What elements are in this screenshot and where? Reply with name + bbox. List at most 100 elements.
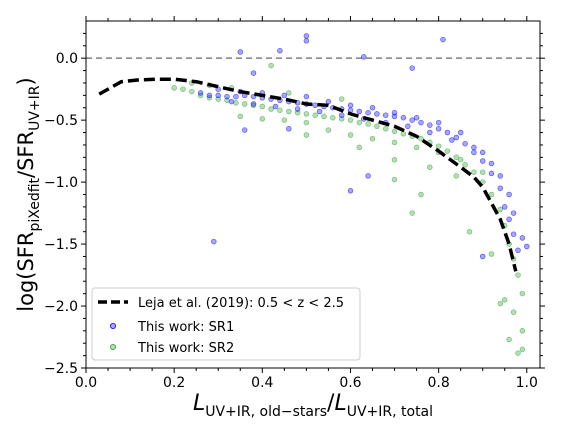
y-tick-label: −2.5 — [44, 361, 78, 377]
sr1-point — [427, 122, 433, 128]
x-tick-label: 0.0 — [75, 375, 97, 391]
sr1-point — [233, 93, 239, 100]
sr1-point — [479, 253, 486, 260]
sr1-point — [360, 54, 367, 60]
sr1-point — [303, 38, 310, 44]
y-axis-label: log(SFRpiXedfit/SFRUV+IR) — [14, 77, 43, 311]
sr1-point — [524, 243, 530, 250]
sr1-point — [215, 92, 221, 99]
y-axis-label-sub2: UV+IR — [27, 85, 43, 131]
sr1-point — [277, 47, 283, 54]
sr2-point — [444, 148, 451, 154]
sr2-point — [356, 119, 363, 126]
sr1-point — [519, 235, 526, 241]
sr2-point — [268, 106, 274, 112]
sr2-point — [281, 117, 288, 123]
sr2-point — [374, 123, 380, 130]
sr1-point — [413, 114, 420, 121]
sr1-point — [510, 210, 517, 216]
sr1-point — [325, 98, 332, 105]
sr2-point — [180, 86, 186, 92]
sr2-point — [369, 135, 376, 142]
sr1-point — [515, 247, 521, 254]
sr2-point — [303, 119, 310, 126]
x-axis-ticks: 0.0 0.2 0.4 0.6 0.8 1.0 — [75, 16, 538, 391]
sr2-point — [259, 116, 266, 122]
sr2-point — [171, 85, 177, 91]
sr2-point — [515, 350, 521, 356]
sr2-point — [519, 346, 526, 353]
plot-area — [86, 33, 540, 356]
sr1-point — [312, 102, 318, 109]
sr2-point — [338, 96, 345, 102]
sr2-point — [286, 108, 292, 115]
sr1-point — [462, 140, 468, 147]
sr2-point — [515, 272, 521, 278]
sr2-point — [347, 132, 354, 138]
legend-label-leja: Leja et al. (2019): 0.5 < z < 2.5 — [138, 296, 344, 311]
sr1-point — [237, 49, 244, 55]
sr2-point — [312, 112, 318, 118]
sr2-point — [391, 157, 398, 163]
sr2-point — [356, 144, 363, 151]
y-tick-label: −0.5 — [44, 113, 78, 129]
sr2-point — [303, 132, 310, 138]
sr1-point — [211, 238, 217, 245]
y-axis-label-post: ) — [14, 77, 38, 85]
sr1-point — [294, 106, 301, 112]
legend: Leja et al. (2019): 0.5 < z < 2.5 This w… — [91, 287, 361, 361]
sr1-point — [347, 102, 354, 109]
sr2-point — [215, 96, 221, 102]
x-axis-label: LUV+IR, old−stars/LUV+IR, total — [193, 391, 433, 420]
sr1-point — [369, 104, 376, 111]
sr1-point — [206, 92, 213, 99]
sr1-point — [250, 70, 257, 76]
sr2-point — [488, 191, 495, 198]
sr2-point — [365, 121, 371, 127]
x-axis-label-sub1: UV+IR, old−stars — [205, 404, 327, 420]
sr2-point — [233, 100, 239, 106]
y-tick-label: −1.0 — [44, 175, 78, 191]
sr2-point — [413, 144, 420, 151]
sr1-point — [506, 191, 512, 198]
x-axis-label-sub2: UV+IR, total — [347, 404, 433, 420]
sr1-point — [250, 101, 257, 107]
sr1-point — [497, 173, 504, 179]
x-tick-label: 0.4 — [251, 375, 273, 391]
sr2-point — [435, 143, 442, 149]
sr1-point — [374, 111, 380, 117]
sr1-point — [228, 98, 235, 105]
sr1-point — [440, 36, 446, 43]
sr1-point — [316, 108, 323, 115]
sr1-point — [347, 188, 354, 194]
sr2-point — [519, 290, 526, 297]
sr2-point — [294, 109, 301, 116]
x-axis-label-main2: L — [334, 391, 346, 416]
sr2-point — [286, 90, 292, 96]
sr1-point — [286, 126, 292, 132]
sr1-point — [435, 126, 442, 132]
sr2-point — [338, 116, 345, 122]
sr1-point — [400, 114, 407, 121]
sr2-point — [391, 128, 398, 135]
y-tick-label: −2.0 — [44, 299, 78, 315]
x-axis-label-sep: / — [327, 391, 335, 416]
sr1-point — [391, 113, 398, 120]
sr2-point — [457, 157, 464, 163]
y-axis-ticks: 0.0 −0.5 −1.0 −1.5 −2.0 −2.5 — [44, 32, 545, 377]
sr1-point — [418, 119, 424, 126]
y-axis-label-pre: log(SFR — [14, 232, 38, 312]
sr1-point — [224, 93, 230, 100]
legend-box — [91, 287, 361, 361]
sr1-point — [405, 123, 411, 130]
sr1-point — [356, 108, 363, 115]
sr2-point — [277, 107, 283, 113]
sr1-point — [453, 134, 460, 141]
sr2-point — [427, 164, 433, 170]
sr1-point — [506, 216, 512, 223]
sr1-point — [488, 170, 495, 177]
x-tick-label: 0.2 — [163, 375, 185, 391]
sr2-point — [321, 113, 327, 120]
sr1-point — [197, 90, 204, 96]
